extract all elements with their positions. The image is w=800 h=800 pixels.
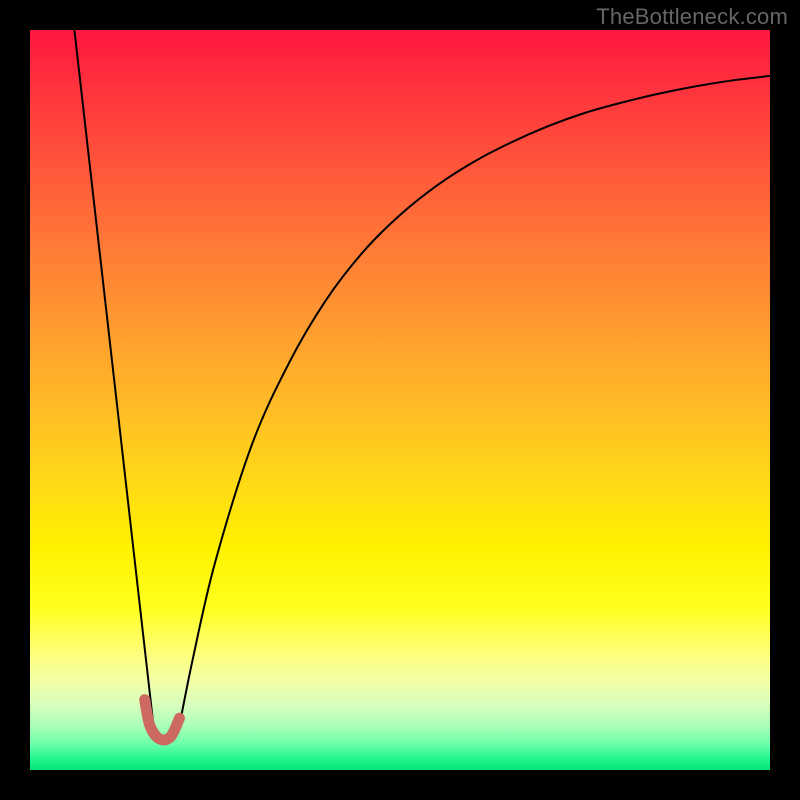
bottleneck-chart-svg <box>30 30 770 770</box>
plot-area <box>30 30 770 770</box>
chart-root: TheBottleneck.com <box>0 0 800 800</box>
gradient-background <box>30 30 770 770</box>
watermark-text: TheBottleneck.com <box>596 4 788 30</box>
